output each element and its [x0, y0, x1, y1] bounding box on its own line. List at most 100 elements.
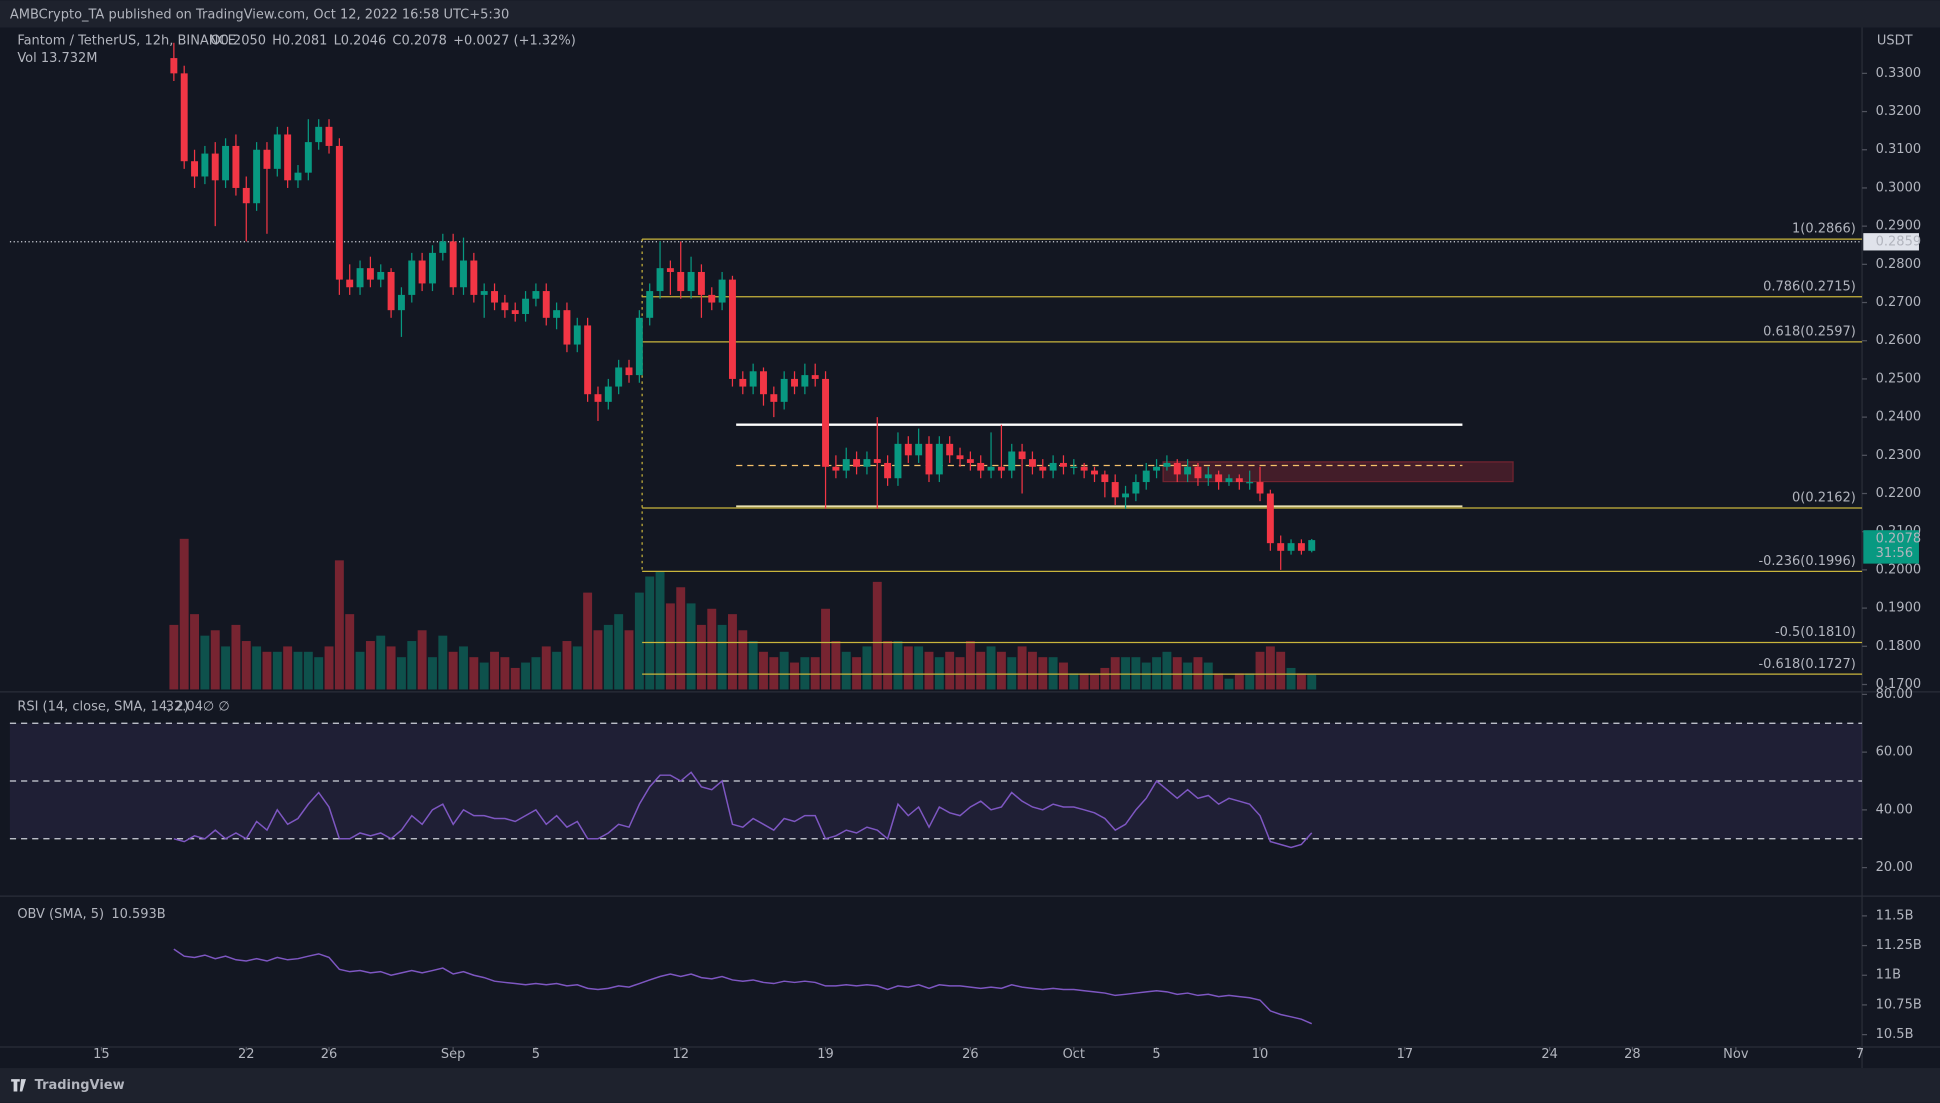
volume-bar: [562, 641, 572, 690]
x-tick-label: 19: [817, 1047, 834, 1062]
rsi-title: RSI (14, close, SMA, 14, 2): [17, 699, 188, 714]
y-tick-label: 0.2300: [1876, 448, 1921, 463]
candle-body: [822, 378, 830, 467]
y-tick-label: 0.2600: [1876, 333, 1921, 348]
volume-bar: [738, 630, 748, 690]
volume-bar: [1183, 662, 1193, 690]
candle-body: [946, 443, 954, 456]
candle-body: [1256, 482, 1264, 494]
volume-bar: [1027, 651, 1037, 690]
volume-bar: [1307, 674, 1317, 690]
candle-body: [366, 268, 374, 280]
volume-bar: [769, 657, 779, 690]
candle-body: [770, 394, 778, 402]
volume-bar: [624, 630, 634, 690]
candle-body: [1235, 478, 1243, 483]
volume-bar: [831, 641, 841, 690]
candle-body: [253, 149, 261, 204]
volume-bar: [396, 657, 406, 690]
x-tick-label: Nov: [1723, 1047, 1749, 1062]
candle-body: [335, 145, 343, 280]
volume-bar: [655, 571, 665, 690]
candle-body: [925, 443, 933, 475]
x-tick-label: Sep: [441, 1047, 465, 1062]
candle-body: [697, 271, 705, 295]
y-tick-label: 0.3100: [1876, 142, 1921, 157]
candle-body: [594, 394, 602, 402]
candle-body: [863, 459, 871, 467]
volume-bar: [1224, 678, 1234, 690]
volume-bar: [531, 657, 541, 690]
candle-body: [532, 291, 540, 299]
candle-body: [325, 126, 333, 146]
volume-bar: [986, 646, 996, 690]
volume-bar: [634, 592, 644, 690]
volume-bar: [903, 646, 913, 690]
volume-bar: [862, 646, 872, 690]
volume-bar: [1234, 673, 1244, 690]
symbol: Fantom / TetherUS, 12h, BINANCE: [17, 34, 235, 49]
y-tick-label: 0.2000: [1876, 562, 1921, 577]
obv-tick-label: 11.25B: [1876, 938, 1922, 953]
candle-body: [1122, 493, 1130, 498]
last-price-label: 0.2078: [1876, 531, 1921, 546]
volume-bar: [965, 641, 975, 690]
volume-bar: [262, 651, 272, 690]
y-tick-label: 0.3300: [1876, 66, 1921, 81]
candle-body: [1060, 462, 1067, 467]
candle-body: [211, 153, 219, 181]
volume-bar: [1245, 673, 1255, 690]
candle-body: [811, 375, 819, 379]
volume-bar: [748, 641, 758, 690]
volume-bar: [779, 651, 789, 690]
publisher: AMBCrypto_TA published on TradingView.co…: [10, 8, 509, 23]
x-tick-label: 5: [532, 1047, 540, 1062]
volume-bar: [665, 603, 675, 690]
candle-body: [1080, 466, 1088, 471]
volume-bar: [521, 662, 531, 690]
candle-body: [511, 310, 519, 314]
candle-body: [191, 161, 199, 177]
volume-bar: [593, 630, 603, 690]
candle-body: [263, 149, 271, 169]
candle-body: [346, 279, 354, 288]
logo: [11, 1079, 26, 1092]
y-tick-label: 0.2800: [1876, 257, 1921, 272]
volume-bar: [1017, 646, 1027, 690]
y-tick-label: 0.3000: [1876, 180, 1921, 195]
rsi-line: [173, 771, 1313, 849]
candle-body: [646, 291, 654, 318]
volume-bar: [490, 651, 499, 690]
candle-body: [1039, 466, 1047, 471]
x-tick-label: 22: [238, 1047, 255, 1062]
volume-bar: [1172, 657, 1182, 690]
fib-label: 0(0.2162): [1792, 491, 1856, 506]
volume-title: Vol: [17, 51, 36, 66]
volume-bar: [293, 651, 303, 690]
bottom-bar: [0, 1068, 1940, 1103]
obv-readout: 10.593B: [111, 907, 165, 922]
volume-bar: [583, 592, 593, 690]
obv-tick-label: 10.5B: [1876, 1027, 1914, 1042]
candle-body: [563, 310, 571, 345]
candle-body: [1018, 451, 1026, 460]
rsi-tick-label: 40.00: [1876, 802, 1913, 817]
volume-bar: [1131, 657, 1141, 690]
volume-bar: [210, 630, 220, 690]
candle-body: [1308, 540, 1316, 551]
volume-bar: [179, 538, 189, 690]
volume-bar: [914, 646, 924, 690]
y-tick-label: 0.2400: [1876, 410, 1921, 425]
x-tick-label: 7: [1856, 1047, 1864, 1062]
rsi-tick-label: 60.00: [1876, 745, 1913, 760]
candle-body: [853, 459, 861, 467]
y-tick-label: 0.2200: [1876, 486, 1921, 501]
volume-bar: [821, 608, 831, 690]
candle-body: [294, 172, 302, 181]
candle-body: [1225, 478, 1233, 483]
rsi-readout: 32.04: [166, 699, 203, 714]
candle-body: [491, 291, 498, 303]
volume-bar: [924, 651, 934, 690]
